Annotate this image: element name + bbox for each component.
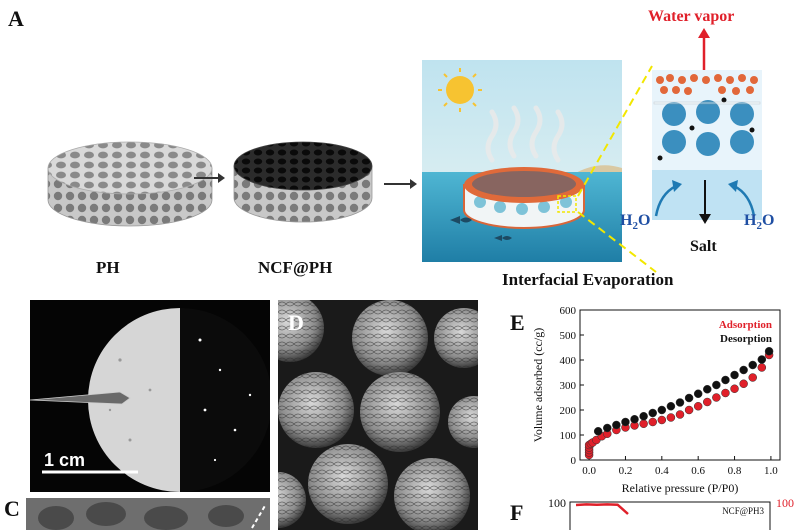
photo-panel-b: [30, 300, 270, 492]
chart-e-point-adsorption: [721, 388, 730, 398]
chart-e-y-tick-label: 300: [560, 380, 577, 392]
chart-e-point-desorption: [603, 423, 612, 433]
chart-e-point-desorption: [666, 402, 676, 411]
label-water-vapor: Water vapor: [648, 8, 735, 25]
chart-e-x-tick-label: 0.0: [582, 465, 596, 477]
chart-e-x-tick-label: 0.2: [619, 465, 633, 477]
label-h2o-left: H2O: [620, 212, 651, 233]
chart-e-point-adsorption: [703, 397, 712, 407]
chart-e-point-desorption: [648, 408, 657, 418]
chart-e-point-adsorption: [693, 402, 703, 411]
chart-e-x-tick-label: 0.6: [691, 465, 705, 477]
sun-icon: [446, 76, 474, 104]
chart-e-y-axis-label: Volume adsorbed (cc/g): [531, 328, 545, 442]
tweezers: [30, 391, 131, 405]
chart-e-point-desorption: [703, 385, 712, 394]
ph-disk-illustration: [47, 141, 213, 227]
chart-e-point-desorption: [630, 415, 639, 424]
label-ph: PH: [96, 258, 120, 277]
chart-e-point-adsorption: [648, 417, 657, 427]
chart-f-series-line: [575, 503, 629, 515]
chart-e-y-tick-label: 500: [560, 330, 577, 342]
chart-e-point-adsorption: [675, 410, 685, 419]
ncf-ph-disk-illustration: [233, 141, 373, 223]
chart-e-y-tick-label: 200: [560, 405, 577, 417]
arrow-up-icon: [698, 28, 710, 70]
scale-label-1cm: 1 cm: [44, 450, 86, 470]
label-interfacial-evaporation: Interfacial Evaporation: [502, 270, 674, 289]
chart-e-point-desorption: [612, 420, 621, 430]
chart-e-legend-adsorption: Adsorption: [719, 319, 772, 331]
panel-label-f: F: [510, 500, 524, 525]
chart-e-x-tick-label: 0.8: [728, 465, 742, 477]
chart-e-y-tick-label: 600: [560, 305, 577, 317]
label-salt: Salt: [690, 238, 717, 255]
chart-e-point-desorption: [621, 417, 630, 427]
sem-panel-d: [278, 300, 478, 530]
evaporation-scene-illustration: [422, 60, 622, 262]
chart-f-ytick-left: 100: [548, 496, 566, 510]
chart-e-point-adsorption: [739, 379, 748, 388]
chart-e-x-tick-label: 1.0: [764, 465, 778, 477]
chart-e-point-adsorption: [657, 415, 667, 425]
chart-e-point-adsorption: [757, 363, 767, 372]
panel-label-e: E: [510, 310, 525, 335]
chart-e-y-tick-label: 400: [560, 355, 577, 367]
panel-label-c: C: [4, 496, 20, 521]
chart-e-point-desorption: [730, 370, 739, 380]
label-ncf-ph: NCF@PH: [258, 258, 333, 277]
chart-e-point-desorption: [739, 365, 748, 375]
arrow-right-icon: [194, 173, 225, 183]
chart-e-x-tick-label: 0.4: [655, 465, 669, 477]
chart-e-point-adsorption: [712, 393, 721, 402]
chart-e-point-desorption: [693, 389, 703, 398]
chart-e-point-adsorption: [639, 419, 648, 428]
chart-f-plot-frame: [569, 501, 771, 530]
chart-e-point-adsorption: [730, 384, 739, 393]
chart-e-point-desorption: [684, 393, 694, 403]
label-h2o-right: H2O: [744, 212, 775, 233]
sem-panel-c: [26, 498, 270, 530]
chart-e-point-desorption: [657, 405, 667, 415]
chart-e-point-desorption: [593, 427, 603, 436]
zoom-guide-lines: [577, 65, 657, 273]
chart-e-point-adsorption: [666, 413, 676, 422]
chart-e: 0 100 200 300 400 500 600 0.0 0.2 0.4 0.6 0.8 1.0 R…: [531, 305, 781, 495]
arrow-right-icon: [384, 179, 417, 189]
chart-e-point-desorption: [757, 355, 767, 364]
chart-e-y-tick-label: 0: [571, 455, 577, 467]
chart-e-y-tick-label: 100: [560, 430, 577, 442]
chart-e-legend-desorption: Desorption: [720, 333, 772, 345]
chart-e-point-desorption: [712, 380, 721, 390]
panel-label-a: A: [8, 6, 24, 31]
panel-label-b: B: [4, 310, 19, 335]
chart-e-point-desorption: [721, 375, 730, 385]
chart-e-x-axis-label: Relative pressure (P/P0): [622, 481, 739, 495]
chart-e-point-adsorption: [684, 405, 694, 415]
chart-e-point-desorption: [639, 412, 648, 421]
chart-e-point-desorption: [764, 347, 774, 356]
water-flow-arrows: [654, 180, 756, 224]
chart-f-legend: NCF@PH3: [722, 506, 764, 516]
chart-e-point-desorption: [748, 360, 757, 370]
chart-f-ytick-right: 100: [776, 496, 794, 510]
chart-e-point-adsorption: [748, 373, 757, 382]
chart-f: 100 100 NCF@PH3: [548, 496, 794, 530]
panel-label-d: D: [288, 310, 304, 335]
chart-e-point-desorption: [675, 398, 685, 407]
